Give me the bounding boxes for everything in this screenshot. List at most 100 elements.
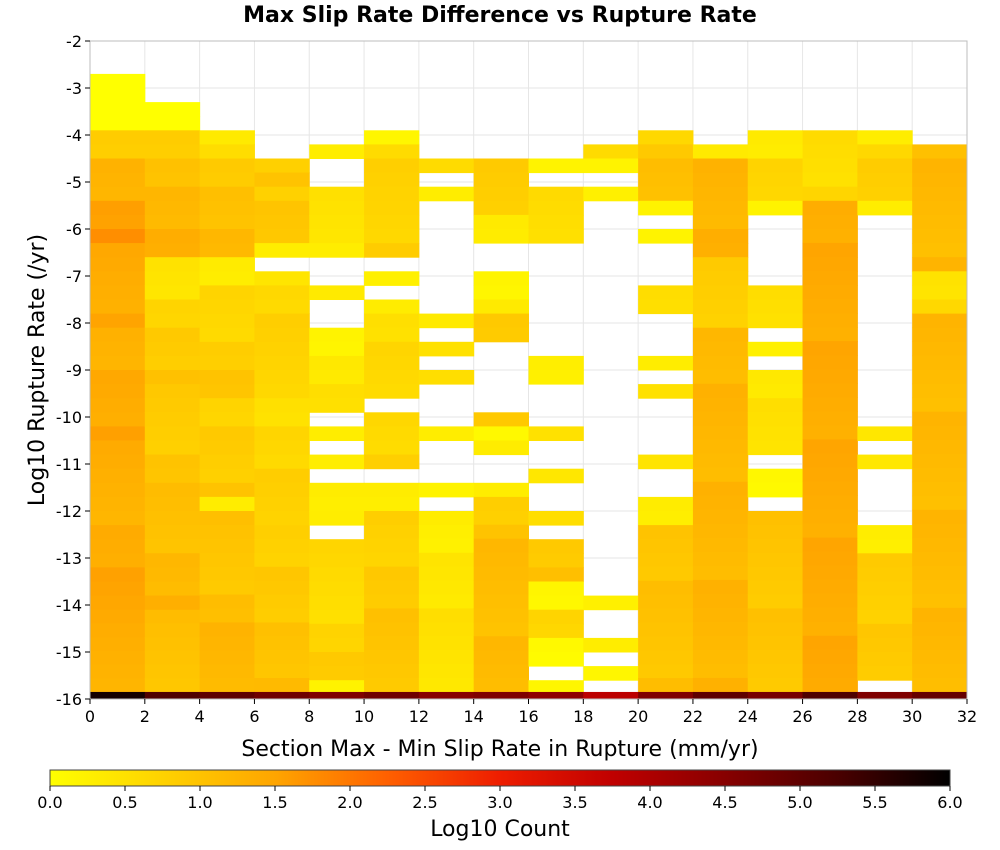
heatmap-cell-block [418,370,475,385]
heatmap-cell [254,566,310,582]
heatmap-cell [144,539,201,554]
heatmap-cell [583,637,639,653]
x-tick-label: 18 [573,707,593,726]
heatmap-cell [747,608,804,623]
y-axis-ticks: -2 -3 -4 -5 -6 -7 -8 -9 -10 -11 -12 -13 -14 -15 -16 [56,32,90,709]
heatmap-cell [144,229,201,244]
heatmap-cell [144,609,201,624]
heatmap-cell [254,186,310,202]
heatmap-cell [912,355,968,371]
heatmap-cell [418,341,475,357]
heatmap-cell [199,496,255,512]
heatmap-cell [528,214,584,230]
heatmap-cell [802,551,858,567]
heatmap-cell [199,186,255,202]
colorbar-ticks: 0.0 0.5 1.0 1.5 2.0 2.5 3.0 3.5 4.0 4.5 5.0 5.5 6.0 [37,786,963,812]
heatmap-cell [90,370,146,385]
heatmap-cell [144,650,201,666]
heatmap-cell [90,678,146,693]
heatmap-cell-block [364,299,420,399]
heatmap-cell-block [418,511,475,693]
heatmap-cell [912,243,968,258]
heatmap-cell-block [90,525,146,611]
heatmap-cell-block [528,158,584,174]
heatmap-cell-block [90,609,146,693]
heatmap-cell [528,539,584,554]
heatmap-cell [692,257,749,272]
heatmap-cell [912,453,968,469]
heatmap-cell [309,539,365,554]
heatmap-cell [90,200,146,216]
colorbar-tick-label: 5.5 [862,793,887,812]
y-tick-label: -14 [56,596,82,615]
heatmap-cell [583,158,639,174]
heatmap-cell [638,496,694,512]
heatmap-cell [309,327,365,343]
heatmap-cell [747,622,804,637]
heatmap-cell [528,609,584,625]
heatmap-cell [90,539,146,554]
heatmap-cell-block [90,440,146,526]
heatmap-cell [90,440,146,456]
x-tick-label: 10 [354,707,374,726]
heatmap-cell [254,355,310,371]
heatmap-cell [144,186,201,202]
x-tick-label: 32 [957,707,977,726]
heatmap-cell [802,509,858,525]
heatmap-cell [418,426,475,441]
heatmap-cell [309,355,365,371]
heatmap-cell-block [857,525,913,554]
heatmap-cell-block [199,496,255,512]
heatmap-cell [418,580,475,596]
heatmap-cell [364,327,420,343]
heatmap-cell-block [254,525,310,693]
heatmap-cell-bottom [90,691,146,699]
heatmap-cell-block [747,200,804,216]
heatmap-cell [912,172,968,188]
heatmap-cell [857,666,913,681]
heatmap-cell-block [857,200,913,216]
heatmap-cell [473,538,529,554]
heatmap-cell [857,186,913,202]
heatmap-cell [144,285,201,300]
heatmap-cell [418,511,475,526]
x-tick-label: 16 [518,707,538,726]
heatmap-cell [254,482,310,498]
heatmap-cell [802,130,858,145]
colorbar-tick-label: 3.0 [487,793,512,812]
heatmap-cell-block [418,341,475,357]
heatmap-cell [199,636,255,651]
y-tick-label: -12 [56,502,82,521]
heatmap-cell-block [857,454,913,470]
heatmap-cell-block [199,130,255,159]
heatmap-cell [364,426,420,441]
heatmap-cell [144,299,201,315]
heatmap-cell [692,243,749,258]
heatmap-cell [912,537,968,553]
heatmap-cell-block [90,102,146,131]
heatmap-cell-block [254,271,310,399]
heatmap-cell-block [309,426,365,441]
heatmap-cell [638,664,694,679]
heatmap-cell [144,581,201,597]
heatmap-cell [90,257,146,272]
heatmap-cell [692,677,749,693]
heatmap-cell-block [473,482,529,498]
heatmap-cell [528,511,584,526]
heatmap-cell [802,565,858,581]
heatmap-cell-bottom [199,691,255,699]
heatmap-cell [309,680,365,693]
heatmap-cell [692,593,749,609]
heatmap-cell [692,425,749,441]
y-tick-label: -8 [66,314,82,333]
heatmap-cell [144,116,201,131]
heatmap-cell [473,271,529,286]
heatmap-cell [638,525,694,540]
heatmap-cell [364,214,420,230]
heatmap-cell [90,144,146,159]
colorbar-label: Log10 Count [430,817,570,842]
heatmap-cell-block [692,158,749,258]
heatmap-cell-block [528,581,584,611]
heatmap-cell [912,257,968,272]
heatmap-cell [309,341,365,357]
